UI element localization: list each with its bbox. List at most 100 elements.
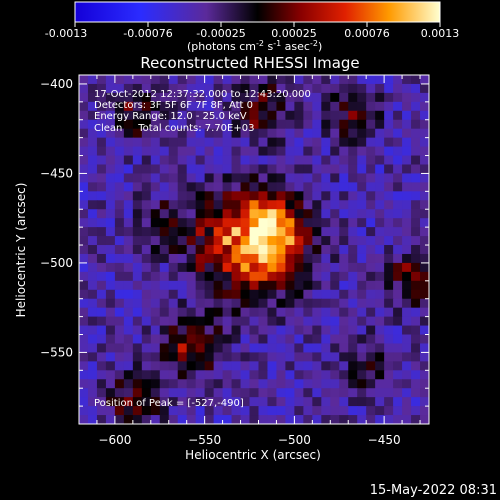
heatmap-cell [393, 289, 403, 300]
heatmap-cell [276, 245, 287, 255]
heatmap-cell [79, 334, 89, 345]
heatmap-cell [222, 101, 233, 112]
heatmap-cell [79, 75, 89, 85]
heatmap-cell [231, 289, 242, 300]
heatmap-cell [123, 164, 134, 175]
heatmap-cell [393, 415, 403, 424]
heatmap-cell [132, 92, 143, 103]
heatmap-cell [420, 83, 429, 94]
heatmap-cell [285, 92, 295, 103]
heatmap-cell [303, 379, 313, 389]
heatmap-cell [276, 379, 287, 389]
heatmap-cell [231, 316, 242, 327]
heatmap-cell [132, 370, 143, 380]
heatmap-cell [420, 343, 429, 354]
heatmap-cell [267, 280, 278, 291]
heatmap-cell [195, 182, 206, 192]
heatmap-cell [258, 137, 269, 148]
heatmap-cell [240, 245, 251, 255]
heatmap-cell [357, 271, 367, 282]
heatmap-cell [79, 146, 89, 157]
heatmap-cell [321, 227, 331, 237]
heatmap-cell [258, 155, 269, 166]
heatmap-cell [240, 370, 251, 380]
heatmap-cell [186, 307, 197, 318]
heatmap-cell [366, 379, 376, 389]
heatmap-cell [276, 137, 287, 148]
heatmap-cell [204, 245, 215, 255]
heatmap-cell [150, 101, 161, 112]
heatmap-cell [258, 191, 269, 201]
heatmap-cell [384, 361, 394, 371]
heatmap-cell [393, 334, 403, 345]
heatmap-cell [168, 325, 179, 336]
heatmap-cell [123, 92, 134, 103]
heatmap-cell [258, 397, 269, 407]
heatmap-cell [348, 361, 358, 371]
heatmap-cell [195, 236, 206, 246]
heatmap-cell [150, 227, 161, 237]
heatmap-cell [312, 164, 322, 175]
heatmap-cell [366, 182, 376, 192]
heatmap-cell [267, 325, 278, 336]
heatmap-cell [123, 397, 134, 407]
heatmap-cell [321, 280, 331, 291]
heatmap-cell [141, 119, 152, 130]
heatmap-cell [79, 415, 89, 424]
heatmap-cell [96, 182, 107, 192]
heatmap-cell [366, 101, 376, 112]
heatmap-cell [312, 101, 322, 112]
heatmap-cell [186, 370, 197, 380]
heatmap-cell [186, 137, 197, 148]
heatmap-cell [375, 271, 385, 282]
heatmap-cell [267, 352, 278, 362]
heatmap-cell [204, 101, 215, 112]
heatmap-cell [312, 298, 322, 309]
heatmap-cell [402, 236, 412, 246]
heatmap-cell [159, 415, 170, 424]
heatmap-cell [348, 92, 358, 103]
heatmap-cell [105, 92, 116, 103]
time-range-text: 17-Oct-2012 12:37:32.000 to 12:43:20.000 [94, 89, 311, 100]
heatmap-cell [141, 280, 152, 291]
heatmap-cell [222, 119, 233, 130]
heatmap-cell [168, 379, 179, 389]
heatmap-cell [249, 370, 260, 380]
heatmap-cell [240, 92, 251, 103]
heatmap-cell [150, 280, 161, 291]
heatmap-cell [258, 245, 269, 255]
heatmap-cell [150, 245, 161, 255]
heatmap-cell [105, 397, 116, 407]
heatmap-cell [294, 280, 304, 291]
heatmap-cell [393, 370, 403, 380]
heatmap-cell [375, 236, 385, 246]
heatmap-cell [231, 406, 242, 416]
heatmap-cell [375, 370, 385, 380]
heatmap-cell [357, 253, 367, 264]
heatmap-cell [375, 75, 385, 85]
heatmap-cell [276, 307, 287, 318]
heatmap-cell [411, 253, 421, 264]
heatmap-cell [150, 182, 161, 192]
heatmap-cell [276, 280, 287, 291]
heatmap-cell [132, 182, 143, 192]
heatmap-cell [285, 253, 295, 264]
heatmap-cell [267, 218, 278, 228]
heatmap-cell [168, 343, 179, 354]
heatmap-cell [294, 406, 304, 416]
heatmap-cell [285, 137, 295, 148]
heatmap-cell [303, 128, 313, 139]
heatmap-cell [411, 128, 421, 139]
colorbar [74, 1, 441, 23]
heatmap-cell [384, 209, 394, 219]
heatmap-cell [177, 173, 188, 183]
heatmap-cell [249, 298, 260, 309]
heatmap-cell [285, 119, 295, 130]
heatmap-cell [258, 334, 269, 345]
heatmap-cell [213, 280, 224, 291]
heatmap-cell [96, 200, 107, 210]
heatmap-cell [303, 236, 313, 246]
heatmap-cell [231, 236, 242, 246]
heatmap-cell [96, 298, 107, 309]
heatmap-cell [321, 92, 331, 103]
